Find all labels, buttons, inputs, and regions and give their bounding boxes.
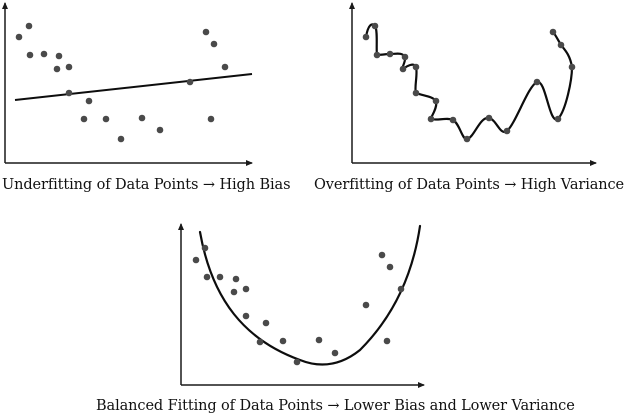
data-point <box>362 33 370 41</box>
data-point <box>279 337 287 345</box>
data-point <box>15 33 23 41</box>
data-point <box>156 126 164 134</box>
data-point <box>210 40 218 48</box>
data-point <box>373 51 381 59</box>
data-point <box>262 319 270 327</box>
data-point <box>256 338 264 346</box>
data-point <box>85 97 93 105</box>
data-point <box>378 251 386 259</box>
fit-line <box>14 73 253 101</box>
data-point <box>371 22 379 30</box>
data-point <box>449 116 457 124</box>
data-point <box>362 301 370 309</box>
data-point <box>138 114 146 122</box>
overfitting-plot <box>349 2 597 166</box>
fit-curve <box>364 23 574 141</box>
data-point <box>386 263 394 271</box>
data-point <box>53 65 61 73</box>
data-point <box>40 50 48 58</box>
data-point <box>242 312 250 320</box>
data-point <box>331 349 339 357</box>
data-point <box>427 115 435 123</box>
fit-curve <box>198 224 422 366</box>
underfitting-caption: Underfitting of Data Points → High Bias <box>2 177 291 193</box>
data-point <box>503 127 511 135</box>
data-point <box>557 41 565 49</box>
data-point <box>201 244 209 252</box>
data-point <box>80 115 88 123</box>
data-point <box>386 50 394 58</box>
data-point <box>463 135 471 143</box>
data-point <box>202 28 210 36</box>
underfitting-plot <box>2 2 253 166</box>
data-point <box>383 337 391 345</box>
data-point <box>117 135 125 143</box>
data-point <box>207 115 215 123</box>
data-point <box>230 288 238 296</box>
data-point <box>549 28 557 36</box>
data-point <box>399 65 407 73</box>
overfitting-caption: Overfitting of Data Points → High Varian… <box>314 177 625 193</box>
data-point <box>203 273 211 281</box>
data-point <box>401 53 409 61</box>
data-point <box>65 63 73 71</box>
data-point <box>568 63 576 71</box>
data-point <box>25 22 33 30</box>
data-point <box>26 51 34 59</box>
data-point <box>397 285 405 293</box>
data-point <box>432 97 440 105</box>
data-point <box>412 89 420 97</box>
data-point <box>216 273 224 281</box>
data-point <box>485 114 493 122</box>
data-point <box>554 115 562 123</box>
data-point <box>315 336 323 344</box>
data-point <box>533 78 541 86</box>
data-point <box>293 358 301 366</box>
data-point <box>412 63 420 71</box>
data-point <box>242 285 250 293</box>
data-point <box>232 275 240 283</box>
data-point <box>192 256 200 264</box>
data-point <box>55 52 63 60</box>
balanced-fitting-caption: Balanced Fitting of Data Points → Lower … <box>96 398 575 414</box>
data-point <box>65 89 73 97</box>
data-point <box>186 78 194 86</box>
balanced-fitting-plot <box>178 223 425 388</box>
data-point <box>102 115 110 123</box>
data-point <box>221 63 229 71</box>
